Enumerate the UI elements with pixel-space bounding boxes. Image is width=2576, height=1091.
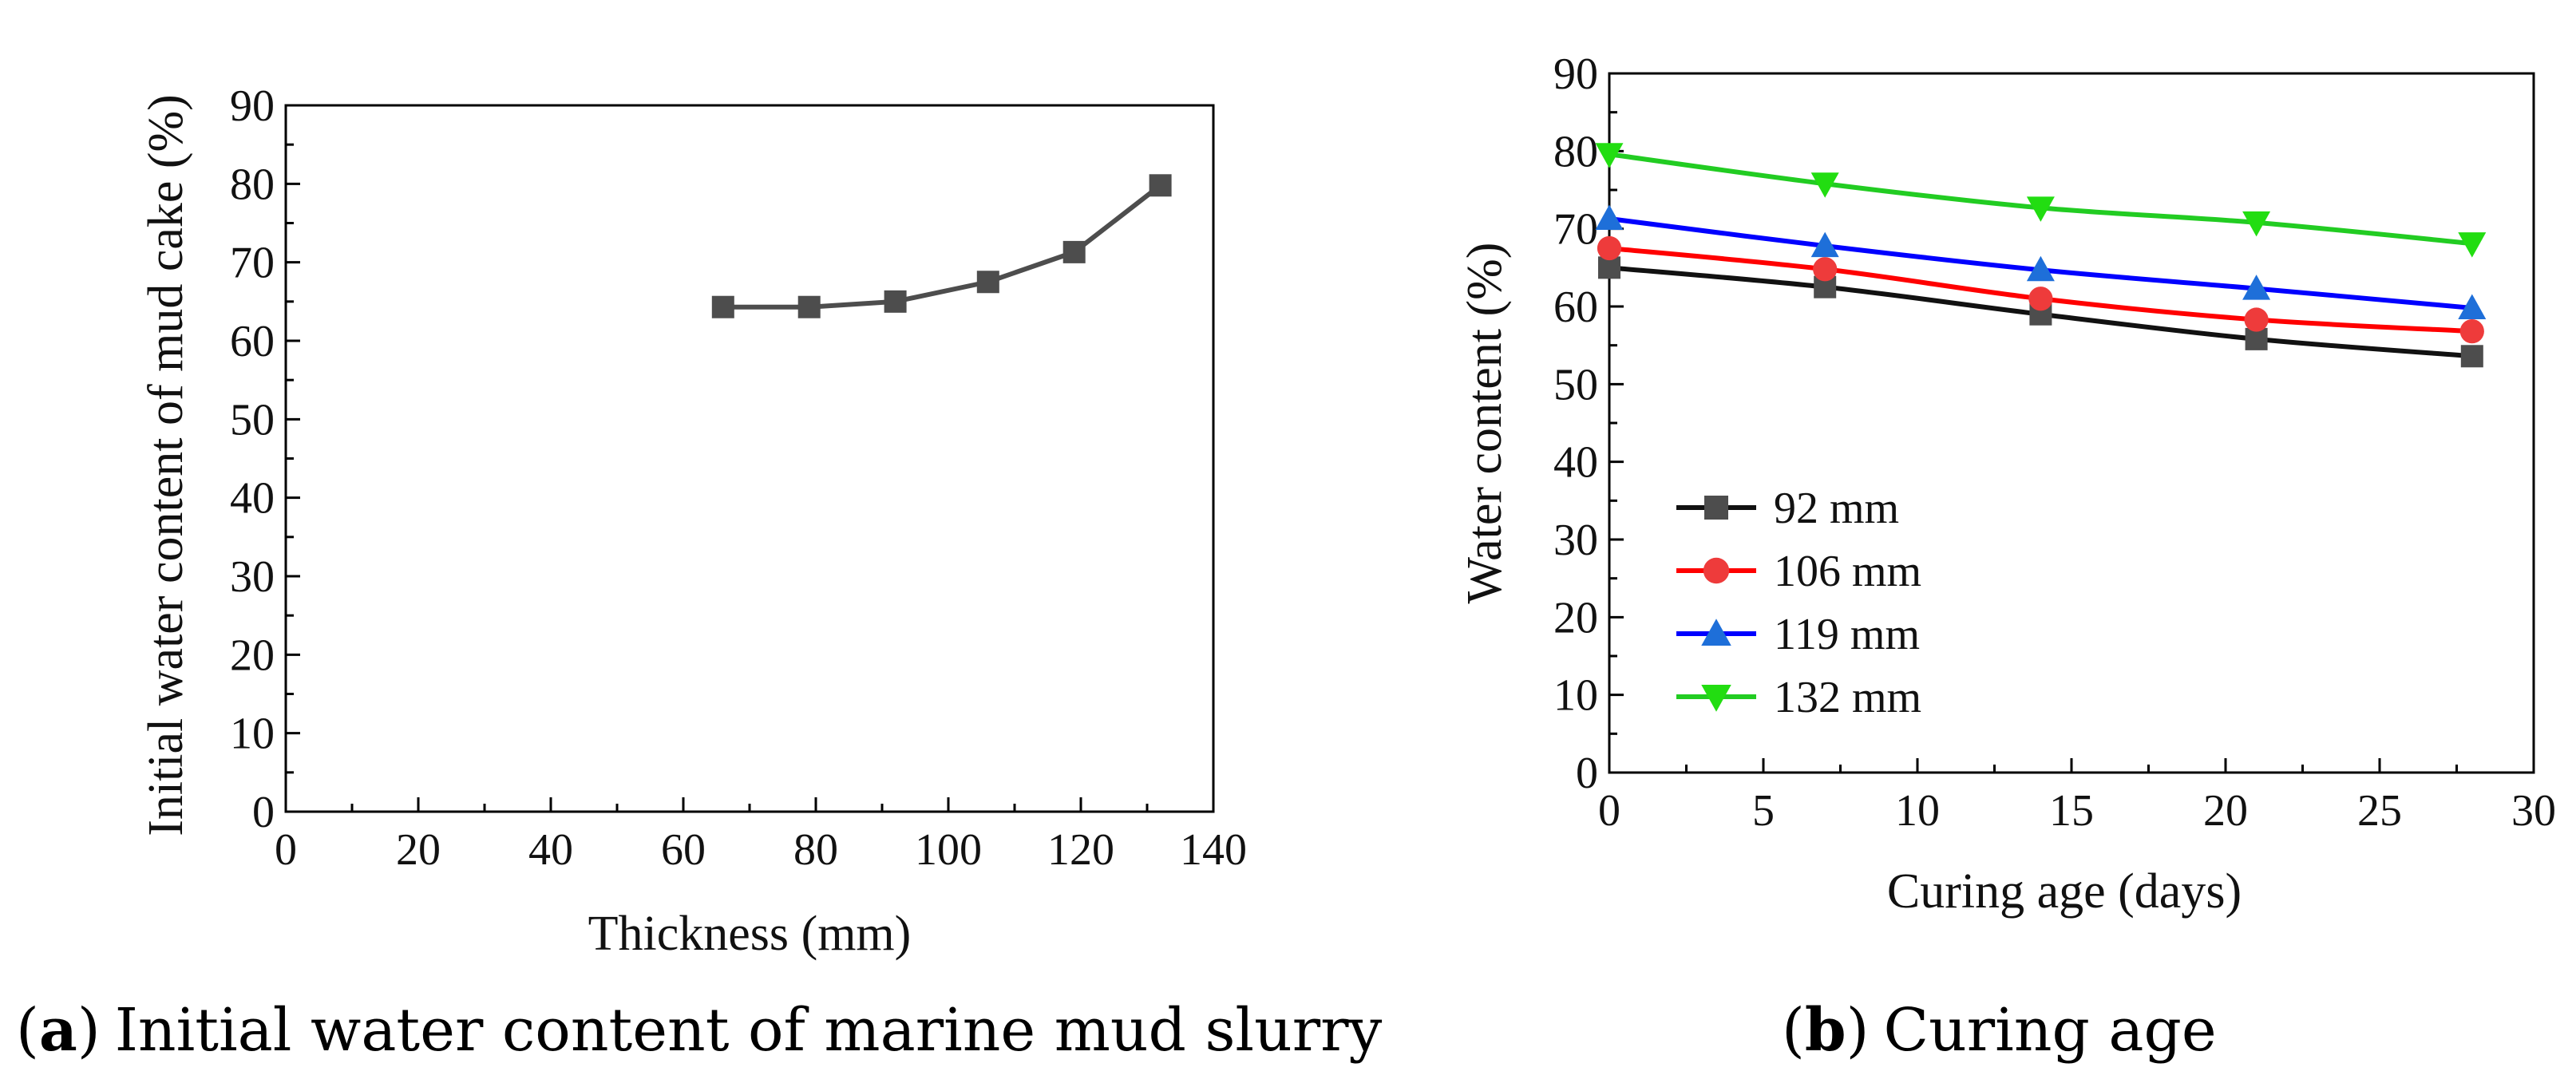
chart-b-caption-text: Curing age [1884,996,2217,1065]
y-tick-label: 60 [1553,283,1598,332]
legend-marker-2 [1701,619,1731,646]
x-tick-label: 30 [2511,786,2556,836]
chart-a-caption-open: ( [16,996,39,1065]
legend-label-0: 92 mm [1774,484,1899,533]
chart-b-y-axis-label: Water content (%) [1458,243,1512,604]
y-tick-label: 20 [1553,593,1598,642]
data-point-0-1 [797,295,821,318]
y-tick-label: 30 [230,552,275,602]
data-point-0-4 [2460,345,2483,368]
data-point-0-4 [1062,240,1086,263]
data-point-2-4 [2458,294,2487,319]
x-tick-label: 140 [1180,825,1247,875]
y-tick-label: 0 [1576,749,1598,798]
chart-b-axes: 0 5 10 15 20 25 30 0 10 20 30 40 50 60 70 80 90 [1553,49,2556,836]
chart-b-caption-letter: b [1805,996,1846,1065]
data-point-1-2 [2028,287,2053,311]
x-tick-label: 60 [661,825,706,875]
y-tick-label: 80 [230,160,275,209]
y-tick-label: 40 [1553,438,1598,488]
x-tick-label: 10 [1895,786,1940,836]
data-point-2-2 [2026,255,2055,282]
y-tick-label: 20 [230,630,275,680]
data-point-0-3 [976,271,999,294]
x-tick-label: 0 [275,825,297,875]
chart-a: 0 20 40 60 80 100 120 140 0 10 20 30 40 50 60 70 80 90 Th… [16,81,1383,1065]
legend-label-3: 132 mm [1774,673,1921,722]
y-tick-label: 10 [230,710,275,759]
data-point-1-1 [1813,257,1838,282]
chart-b-series [1595,143,2487,368]
chart-b-caption-open: ( [1782,996,1805,1065]
plot-frame [1608,72,2535,774]
x-tick-label: 15 [2049,786,2094,836]
data-point-3-3 [2242,211,2271,237]
x-tick-label: 20 [2203,786,2248,836]
y-tick-label: 10 [1553,671,1598,721]
chart-b: 0 5 10 15 20 25 30 0 10 20 30 40 50 60 70 80 90 92 mm 106… [1458,49,2556,1065]
legend-marker-0 [1704,496,1728,520]
x-tick-label: 100 [915,825,982,875]
chart-a-x-axis-label: Thickness (mm) [588,907,912,961]
chart-a-axes: 0 20 40 60 80 100 120 140 0 10 20 30 40 50 60 70 80 90 [230,81,1247,875]
series-line-0 [722,183,1162,310]
plot-frame [284,104,1215,813]
y-tick-label: 80 [1553,127,1598,176]
data-point-3-4 [2458,232,2487,258]
y-tick-label: 90 [1553,49,1598,99]
y-tick-label: 50 [1553,360,1598,409]
y-tick-label: 40 [230,474,275,524]
y-tick-label: 50 [230,395,275,445]
y-tick-label: 60 [230,317,275,366]
legend-marker-1 [1703,557,1730,584]
chart-b-x-axis-label: Curing age (days) [1887,864,2242,919]
legend-label-1: 106 mm [1774,547,1921,596]
x-tick-label: 80 [793,825,838,875]
x-tick-label: 25 [2357,786,2402,836]
data-point-1-3 [2244,307,2269,332]
chart-b-caption: (b) Curing age [1782,996,2217,1065]
y-tick-label: 70 [230,239,275,288]
chart-a-caption-letter: a [39,996,77,1065]
data-point-1-0 [1597,235,1622,261]
data-point-1-4 [2459,319,2484,344]
chart-b-caption-close: ) [1846,996,1870,1065]
chart-a-series [711,174,1172,318]
y-tick-label: 70 [1553,205,1598,255]
data-point-2-1 [1810,231,1839,258]
chart-b-legend: 92 mm 106 mm 119 mm 132 mm [1676,484,1921,722]
data-point-0-0 [711,295,734,318]
data-point-3-0 [1595,143,1624,168]
x-tick-label: 120 [1047,825,1114,875]
x-tick-label: 20 [396,825,441,875]
x-tick-label: 5 [1752,786,1775,836]
data-point-3-2 [2026,196,2055,222]
data-point-0-5 [1149,174,1172,197]
y-tick-label: 0 [252,788,275,837]
y-tick-label: 90 [230,81,275,131]
x-tick-label: 40 [528,825,573,875]
data-point-0-2 [884,290,907,313]
legend-label-2: 119 mm [1774,610,1920,659]
chart-a-y-axis-label: Initial water content of mud cake (%) [139,94,193,836]
chart-a-caption: (a) Initial water content of marine mud s… [16,996,1383,1065]
data-point-2-0 [1595,204,1624,231]
legend-marker-3 [1701,685,1731,712]
chart-a-caption-close: ) [77,996,101,1065]
data-point-2-3 [2242,275,2271,300]
x-tick-label: 0 [1598,786,1620,836]
chart-a-caption-text: Initial water content of marine mud slur… [115,996,1383,1065]
y-tick-label: 30 [1553,516,1598,565]
data-point-3-1 [1810,172,1839,198]
